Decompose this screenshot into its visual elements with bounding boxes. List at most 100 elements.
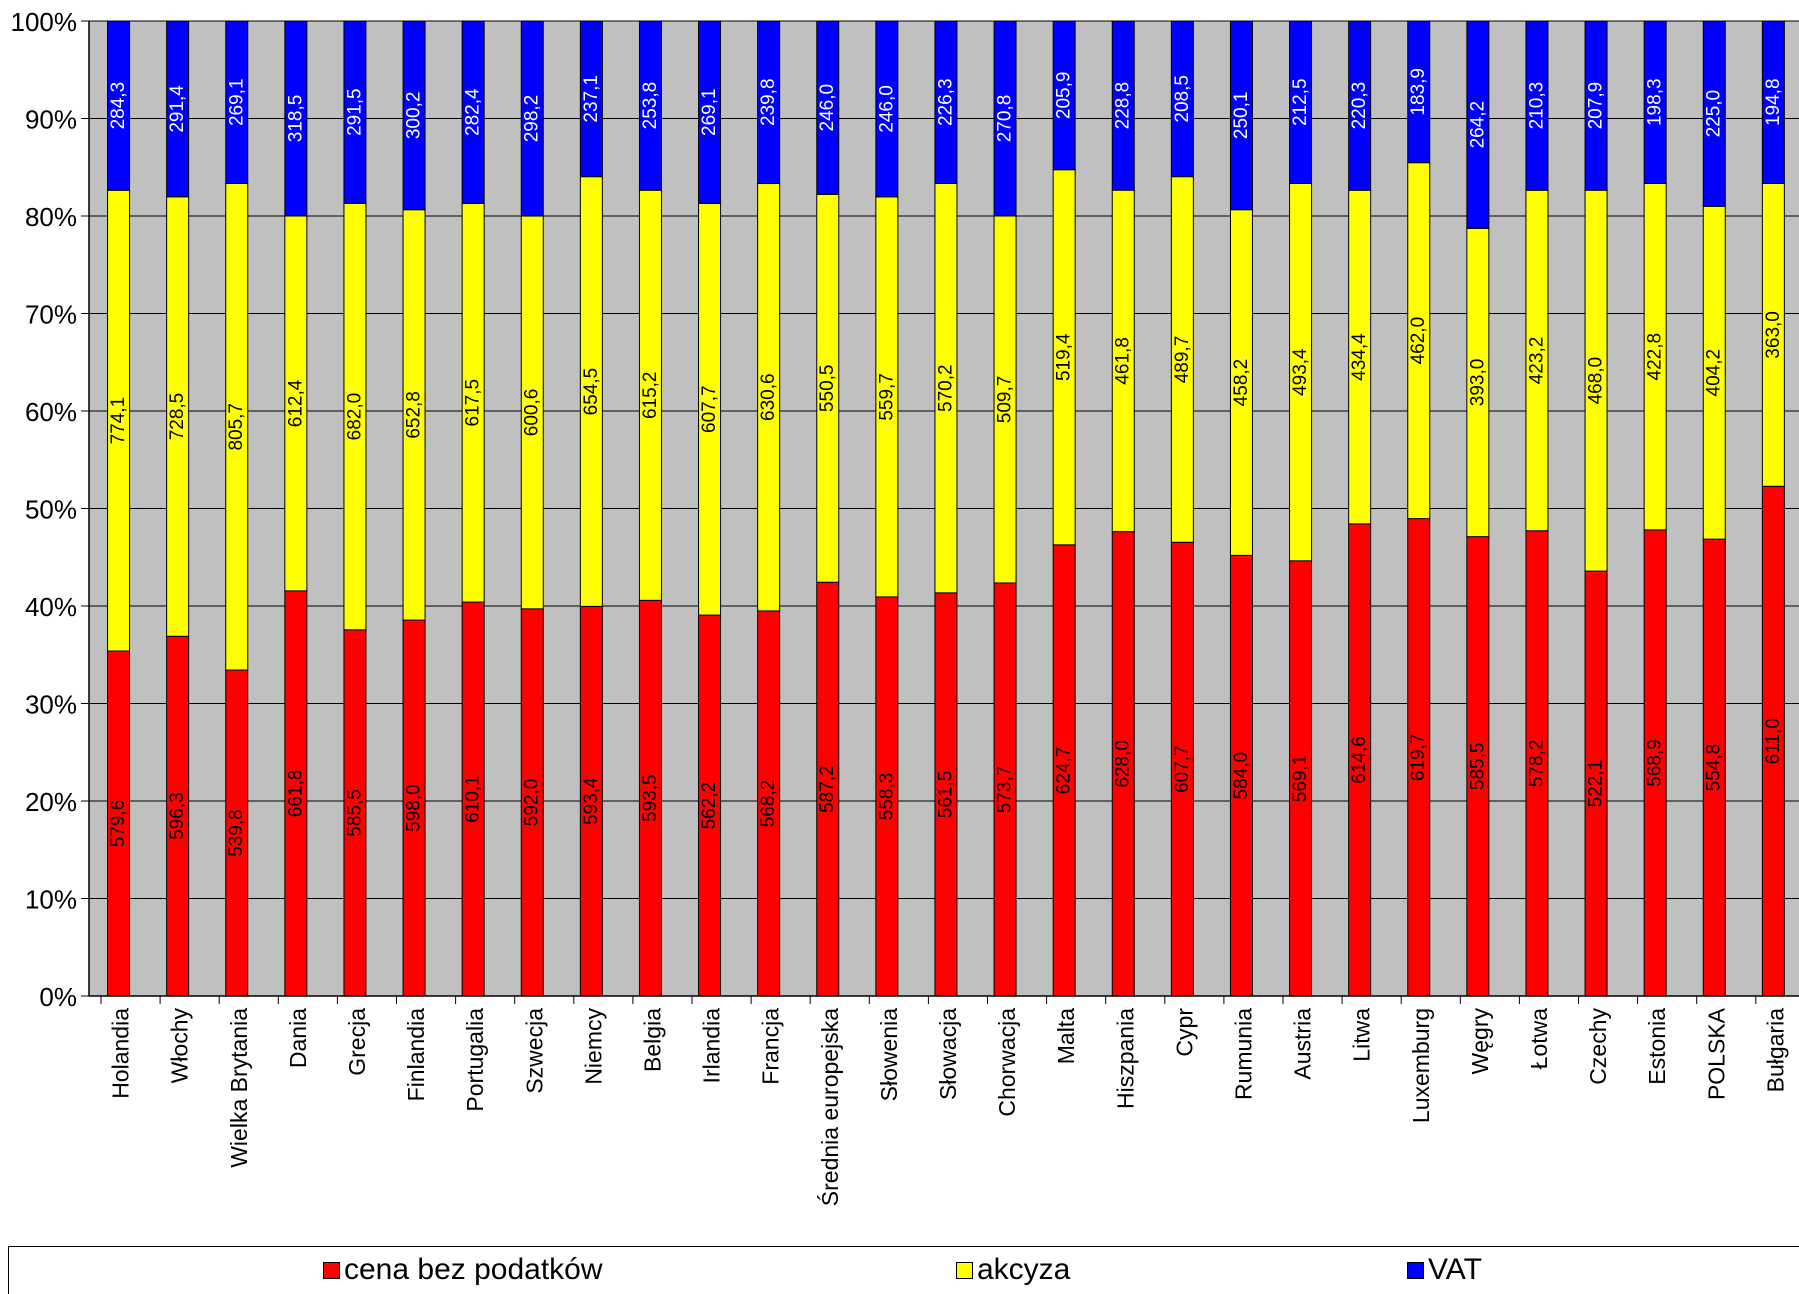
x-tick-label: Rumunia xyxy=(1230,1008,1256,1100)
x-tick-label: Belgia xyxy=(639,1008,665,1072)
data-label: 568,2 xyxy=(758,780,779,828)
data-label: 805,7 xyxy=(226,403,247,451)
x-tick-label: Irlandia xyxy=(699,1008,725,1084)
data-label: 461,8 xyxy=(1113,337,1134,385)
x-tick-label: Szwecja xyxy=(521,1008,547,1094)
bar-segment xyxy=(875,20,899,198)
bar-segment xyxy=(107,20,131,191)
data-label: 270,8 xyxy=(995,95,1016,143)
data-label: 585,5 xyxy=(1467,743,1488,791)
data-label: 570,2 xyxy=(935,364,956,412)
y-tick-label: 40% xyxy=(25,592,77,622)
bar-segment xyxy=(520,20,544,217)
x-tick-label: Malta xyxy=(1053,1008,1079,1064)
data-label: 226,3 xyxy=(935,78,956,126)
bar-segment xyxy=(1584,20,1608,191)
bar-segment xyxy=(1111,20,1135,191)
x-tick-label: Francja xyxy=(758,1008,784,1085)
data-label: 468,0 xyxy=(1586,357,1607,405)
x-tick-label: Średnia europejska xyxy=(816,1008,843,1206)
y-tick-label: 70% xyxy=(25,300,77,330)
data-label: 264,2 xyxy=(1467,101,1488,149)
x-tick-label: Finlandia xyxy=(403,1008,429,1102)
data-label: 630,6 xyxy=(758,373,779,421)
data-label: 183,9 xyxy=(1408,68,1429,116)
x-tick-label: Niemcy xyxy=(580,1008,606,1085)
data-label: 519,4 xyxy=(1054,333,1075,381)
data-label: 587,2 xyxy=(817,765,838,813)
bar-segment xyxy=(1643,20,1667,184)
data-label: 194,8 xyxy=(1763,78,1784,126)
data-label: 554,8 xyxy=(1704,744,1725,792)
bar-segment xyxy=(1466,20,1490,229)
data-label: 522,1 xyxy=(1586,760,1607,808)
legend-label-vat: VAT xyxy=(1428,1253,1482,1286)
bar-segment xyxy=(993,20,1017,217)
legend-swatch-akcyza xyxy=(956,1261,973,1279)
x-tick-label: Łotwa xyxy=(1526,1008,1552,1070)
y-tick-label: 60% xyxy=(25,397,77,427)
data-label: 300,2 xyxy=(404,92,425,140)
legend-item-akcyza: akcyza xyxy=(956,1253,1070,1287)
data-label: 363,0 xyxy=(1763,311,1784,359)
x-tick-label: Luxemburg xyxy=(1408,1008,1434,1123)
data-label: 728,5 xyxy=(167,393,188,441)
data-label: 246,0 xyxy=(876,85,897,133)
bar-segment xyxy=(284,20,308,217)
bar-segment xyxy=(461,20,485,204)
data-label: 228,8 xyxy=(1113,82,1134,130)
data-label: 462,0 xyxy=(1408,317,1429,365)
bar-segment xyxy=(698,20,722,204)
x-tick-label: Wielka Brytania xyxy=(226,1008,252,1168)
data-label: 607,7 xyxy=(1172,745,1193,793)
data-label: 628,0 xyxy=(1113,740,1134,788)
data-label: 225,0 xyxy=(1704,90,1725,138)
data-label: 624,7 xyxy=(1054,747,1075,795)
data-label: 220,3 xyxy=(1349,82,1370,130)
data-label: 489,7 xyxy=(1172,336,1193,384)
data-label: 458,2 xyxy=(1231,359,1252,407)
data-label: 593,5 xyxy=(640,774,661,822)
data-label: 558,3 xyxy=(876,773,897,821)
x-tick-label: Cypr xyxy=(1171,1008,1197,1057)
data-label: 562,2 xyxy=(699,782,720,830)
data-label: 282,4 xyxy=(463,88,484,136)
data-label: 298,2 xyxy=(522,95,543,143)
y-tick-label: 100% xyxy=(11,7,78,37)
bar-segment xyxy=(579,20,603,178)
data-label: 596,3 xyxy=(167,792,188,840)
bar-segment xyxy=(934,20,958,184)
x-tick-label: Chorwacja xyxy=(994,1008,1020,1117)
data-label: 404,2 xyxy=(1704,349,1725,397)
data-label: 237,1 xyxy=(581,75,602,123)
y-tick-label: 0% xyxy=(39,982,77,1012)
data-label: 239,8 xyxy=(758,78,779,126)
data-label: 253,8 xyxy=(640,82,661,130)
data-label: 593,4 xyxy=(581,777,602,825)
data-label: 212,5 xyxy=(1290,78,1311,126)
data-label: 561,5 xyxy=(935,771,956,819)
data-label: 539,8 xyxy=(226,809,247,857)
data-label: 614,6 xyxy=(1349,736,1370,784)
data-label: 246,0 xyxy=(817,84,838,132)
bar-segment xyxy=(402,20,426,211)
data-label: 578,2 xyxy=(1526,740,1547,788)
data-label: 250,1 xyxy=(1231,92,1252,140)
data-label: 654,5 xyxy=(581,368,602,416)
x-tick-label: Litwa xyxy=(1349,1008,1375,1062)
bar-segment xyxy=(166,20,190,198)
data-label: 652,8 xyxy=(404,391,425,439)
data-label: 208,5 xyxy=(1172,75,1193,123)
data-label: 617,5 xyxy=(463,379,484,427)
bar-segment xyxy=(1525,20,1549,191)
bar-segment xyxy=(816,20,840,195)
data-label: 598,0 xyxy=(404,784,425,832)
data-label: 291,4 xyxy=(167,85,188,133)
x-tick-label: POLSKA xyxy=(1703,1007,1729,1100)
bar-segment xyxy=(1761,20,1785,184)
data-label: 269,1 xyxy=(699,88,720,136)
data-label: 493,4 xyxy=(1290,348,1311,396)
data-label: 682,0 xyxy=(344,393,365,441)
y-tick-label: 50% xyxy=(25,495,77,525)
data-label: 422,8 xyxy=(1645,333,1666,381)
